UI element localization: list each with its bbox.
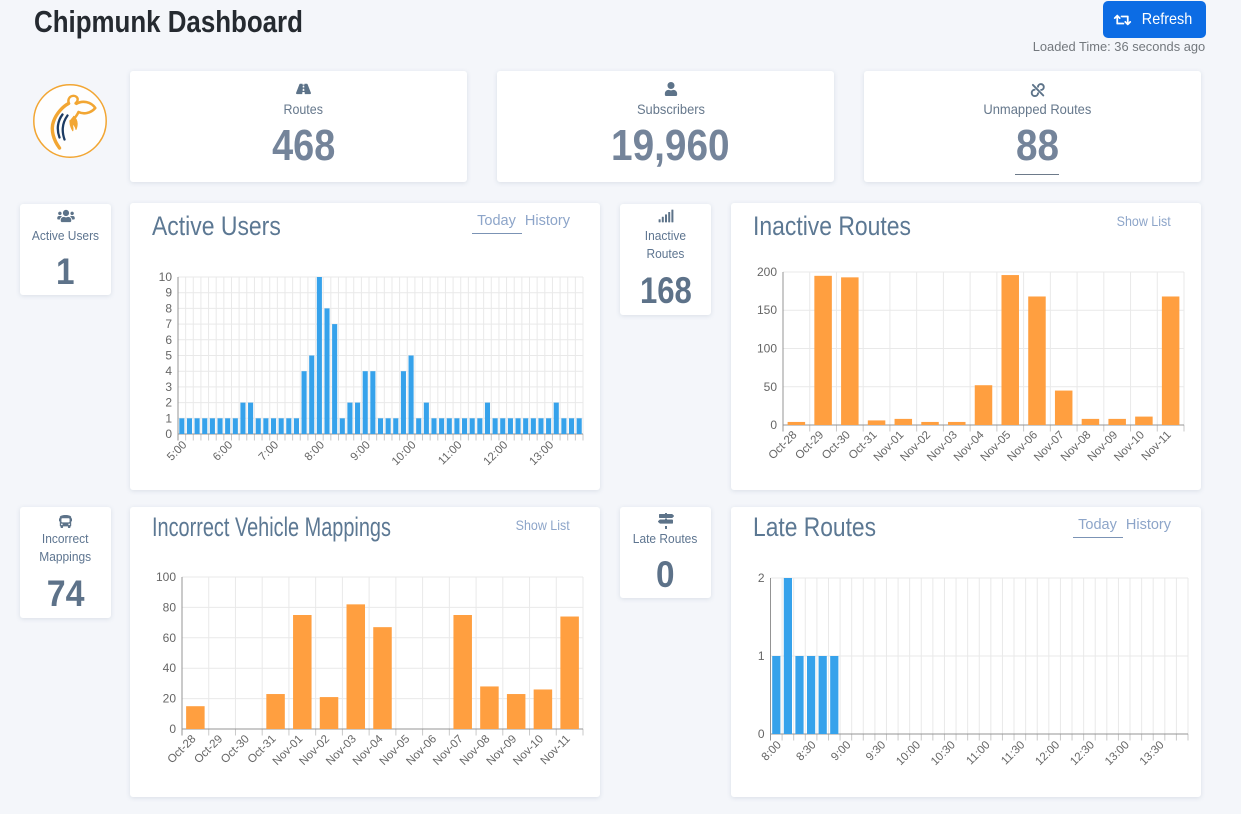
svg-text:1: 1 <box>758 649 765 663</box>
svg-text:2: 2 <box>758 571 765 585</box>
svg-text:Nov-11: Nov-11 <box>539 733 573 767</box>
svg-text:Oct-29: Oct-29 <box>793 429 826 462</box>
svg-text:9:00: 9:00 <box>349 439 373 463</box>
svg-text:11:00: 11:00 <box>964 739 992 767</box>
svg-text:7:00: 7:00 <box>257 439 281 463</box>
svg-text:10:30: 10:30 <box>929 739 958 768</box>
svg-text:6:00: 6:00 <box>211 439 235 463</box>
svg-text:4: 4 <box>165 364 172 378</box>
svg-text:9:00: 9:00 <box>829 739 853 763</box>
svg-text:5:00: 5:00 <box>165 439 189 463</box>
svg-text:10:00: 10:00 <box>894 739 923 768</box>
svg-text:200: 200 <box>757 265 777 279</box>
svg-text:Oct-28: Oct-28 <box>166 733 199 766</box>
svg-text:8:30: 8:30 <box>794 739 818 763</box>
svg-text:3: 3 <box>165 380 172 394</box>
svg-text:150: 150 <box>757 303 777 317</box>
svg-text:0: 0 <box>758 727 765 741</box>
svg-text:60: 60 <box>163 631 177 645</box>
svg-text:40: 40 <box>163 661 177 675</box>
svg-text:Nov-11: Nov-11 <box>1140 429 1174 463</box>
svg-text:80: 80 <box>163 600 177 614</box>
svg-text:11:00: 11:00 <box>436 439 464 467</box>
svg-text:0: 0 <box>169 722 176 736</box>
svg-text:6: 6 <box>165 333 172 347</box>
svg-text:0: 0 <box>165 427 172 441</box>
svg-text:Oct-28: Oct-28 <box>767 429 800 462</box>
svg-text:Nov-10: Nov-10 <box>1112 429 1147 464</box>
svg-text:12:00: 12:00 <box>482 439 511 468</box>
svg-text:7: 7 <box>165 317 172 331</box>
svg-text:11:30: 11:30 <box>999 739 1027 767</box>
svg-text:13:30: 13:30 <box>1138 739 1167 768</box>
svg-text:20: 20 <box>163 692 177 706</box>
svg-text:10: 10 <box>159 270 173 284</box>
svg-text:0: 0 <box>770 418 777 432</box>
svg-text:50: 50 <box>764 380 778 394</box>
svg-text:Oct-29: Oct-29 <box>192 733 225 766</box>
svg-text:10:00: 10:00 <box>390 439 419 468</box>
svg-text:8:00: 8:00 <box>303 439 327 463</box>
svg-text:12:30: 12:30 <box>1068 739 1097 768</box>
svg-text:2: 2 <box>165 396 172 410</box>
svg-text:13:00: 13:00 <box>1103 739 1132 768</box>
svg-text:8:00: 8:00 <box>760 739 784 763</box>
svg-text:9:30: 9:30 <box>864 739 888 763</box>
svg-text:1: 1 <box>165 411 172 425</box>
svg-text:Oct-30: Oct-30 <box>820 429 853 462</box>
svg-text:13:00: 13:00 <box>527 439 556 468</box>
svg-text:100: 100 <box>156 570 176 584</box>
svg-text:8: 8 <box>165 301 172 315</box>
svg-text:5: 5 <box>165 349 172 363</box>
svg-text:Nov-10: Nov-10 <box>511 733 546 768</box>
svg-text:12:00: 12:00 <box>1033 739 1062 768</box>
svg-text:9: 9 <box>165 286 172 300</box>
svg-text:100: 100 <box>757 342 777 356</box>
svg-text:Oct-30: Oct-30 <box>219 733 252 766</box>
